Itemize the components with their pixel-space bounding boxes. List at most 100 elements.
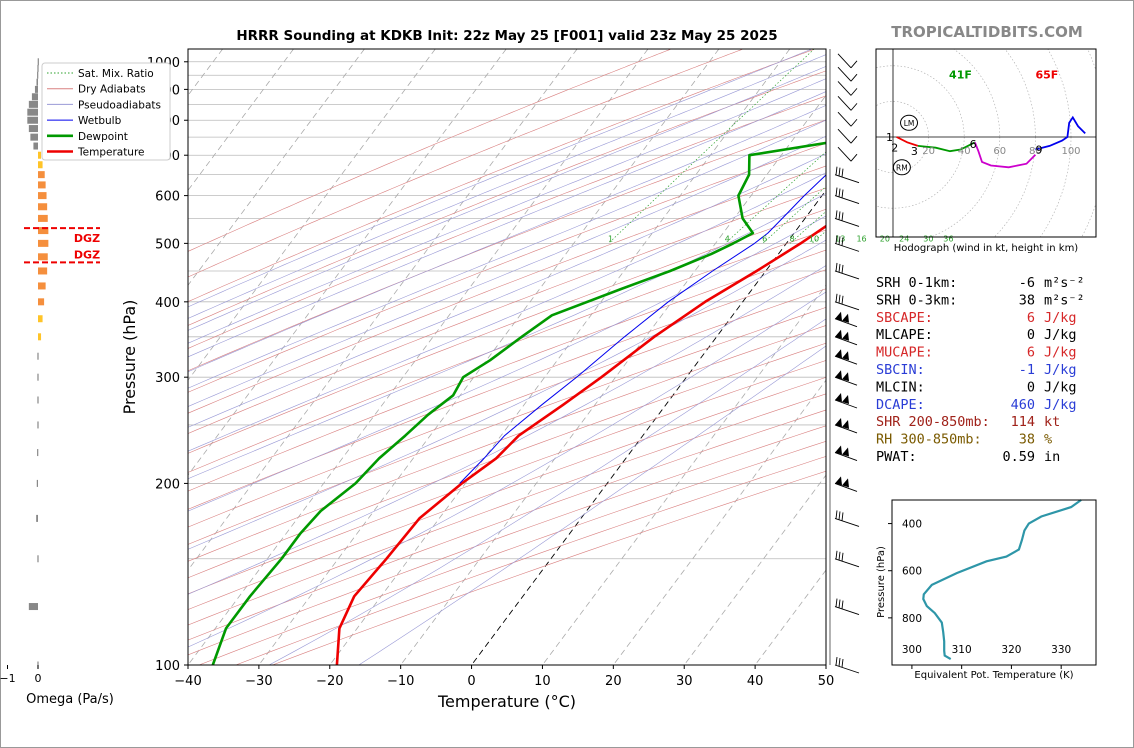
pseudoadiabat xyxy=(188,291,826,648)
dgz-label: DGZ xyxy=(74,248,100,261)
isotherm-line xyxy=(754,569,826,665)
theta-e-frame xyxy=(891,499,1097,666)
omega-bar xyxy=(37,396,39,404)
omega-bar xyxy=(37,555,39,563)
isotherm-line xyxy=(258,49,720,665)
x-tick-label: 30 xyxy=(676,674,693,689)
wind-barb xyxy=(837,81,858,96)
wind-barb-pennant xyxy=(842,478,849,488)
wind-barb xyxy=(837,111,858,127)
index-label: SHR 200-850mb: xyxy=(876,414,990,430)
index-label: MLCAPE: xyxy=(876,327,933,343)
wind-barb xyxy=(834,370,858,386)
dry-adiabat xyxy=(188,70,826,326)
wind-barb-flag xyxy=(841,264,844,274)
dgz-label: DGZ xyxy=(74,232,100,245)
wind-barb-shaft xyxy=(834,242,860,252)
omega-bar xyxy=(30,133,38,141)
index-unit: J/kg xyxy=(1044,310,1077,326)
omega-bar xyxy=(37,449,39,457)
theta-e-y-tick-label: 600 xyxy=(902,566,922,578)
wind-barb xyxy=(837,96,858,111)
wind-barb xyxy=(837,66,858,82)
pseudoadiabat xyxy=(188,153,826,428)
wind-barb-flag xyxy=(835,598,838,607)
mixing-ratio-label: 1 xyxy=(608,234,613,243)
mixing-ratio-label: 20 xyxy=(880,234,890,243)
wind-barb-pennant xyxy=(842,419,849,429)
wind-barb-flag xyxy=(835,187,838,196)
wind-barb-flag xyxy=(841,552,844,562)
wind-barb-shaft xyxy=(837,66,852,82)
wind-barb-shaft xyxy=(837,53,852,69)
theta-e-x-tick-label: 330 xyxy=(1051,644,1071,656)
mixing-ratio-label: 16 xyxy=(856,234,866,243)
wind-barb-flag xyxy=(850,153,858,162)
y-tick-label: 500 xyxy=(155,237,180,252)
wind-barb xyxy=(834,187,860,205)
wind-barb-flag xyxy=(835,550,838,560)
index-unit: J/kg xyxy=(1044,379,1077,395)
theta-e-y-tick-label: 400 xyxy=(902,519,922,531)
wind-barb-flag xyxy=(838,236,841,245)
omega-bar xyxy=(31,93,38,101)
omega-bar xyxy=(38,171,45,179)
x-tick-label: 10 xyxy=(534,674,551,689)
theta-e-y-label: Pressure (hPa) xyxy=(876,546,887,618)
omega-bar xyxy=(38,239,49,247)
legend-label: Dewpoint xyxy=(78,131,128,143)
pseudoadiabat xyxy=(188,215,826,512)
omega-bar xyxy=(28,603,38,611)
dry-adiabat xyxy=(188,208,826,454)
dry-adiabat xyxy=(188,377,826,610)
wind-barb-flag xyxy=(850,135,858,144)
wind-barb xyxy=(834,417,858,434)
hodo-ring-label: 100 xyxy=(1061,146,1080,157)
omega-bar xyxy=(36,514,38,522)
isotherm-line xyxy=(188,49,436,381)
wind-barb xyxy=(834,329,858,346)
mixing-ratio-label: 10 xyxy=(809,234,819,243)
hodograph-caption: Hodograph (wind in kt, height in km) xyxy=(894,243,1079,254)
wind-barb xyxy=(834,311,858,328)
dry-adiabat xyxy=(188,95,826,349)
hodo-segment xyxy=(974,141,1037,169)
wind-barb-shaft xyxy=(837,96,852,111)
index-value: 0.59 xyxy=(1002,449,1035,465)
index-value: 460 xyxy=(1011,397,1035,413)
wind-barb-flag xyxy=(835,262,838,272)
x-tick-label: −30 xyxy=(245,674,272,689)
pseudoadiabat xyxy=(188,54,826,319)
hodo-segment xyxy=(1035,115,1086,151)
hodo-height-label: 6 xyxy=(970,138,977,151)
mixing-ratio-label: 36 xyxy=(943,234,953,243)
theta-e-x-tick-label: 310 xyxy=(952,644,972,656)
hodo-segment xyxy=(917,141,976,153)
index-label: DCAPE: xyxy=(876,397,925,413)
index-unit: J/kg xyxy=(1044,327,1077,343)
storm-motion-marker xyxy=(900,114,919,131)
index-label: RH 300-850mb: xyxy=(876,432,982,448)
omega-bar xyxy=(38,298,45,306)
wind-barb xyxy=(834,210,860,227)
wind-barb-shaft xyxy=(834,558,860,568)
y-tick-label: 600 xyxy=(155,190,180,205)
mixing-ratio-line xyxy=(608,49,815,244)
wind-barb-shaft xyxy=(837,111,852,127)
isotherm-line xyxy=(188,49,507,476)
wind-barb-flag xyxy=(850,103,858,111)
wind-barb-flag xyxy=(838,511,841,520)
pseudoadiabat xyxy=(188,265,826,595)
wind-barb-flag xyxy=(835,166,838,175)
wind-barb-shaft xyxy=(834,482,858,492)
x-tick-label: 50 xyxy=(818,674,835,689)
x-tick-label: −10 xyxy=(387,674,414,689)
index-value: 38 xyxy=(1019,292,1035,308)
wind-barb-pennant xyxy=(835,349,842,359)
x-tick-label: 20 xyxy=(605,674,622,689)
hodo-height-label: 3 xyxy=(911,145,918,158)
index-value: 6 xyxy=(1027,310,1035,326)
wind-barb-flag xyxy=(835,510,838,519)
wind-barb-pennant xyxy=(835,417,842,427)
wind-barb-flag xyxy=(850,118,858,127)
